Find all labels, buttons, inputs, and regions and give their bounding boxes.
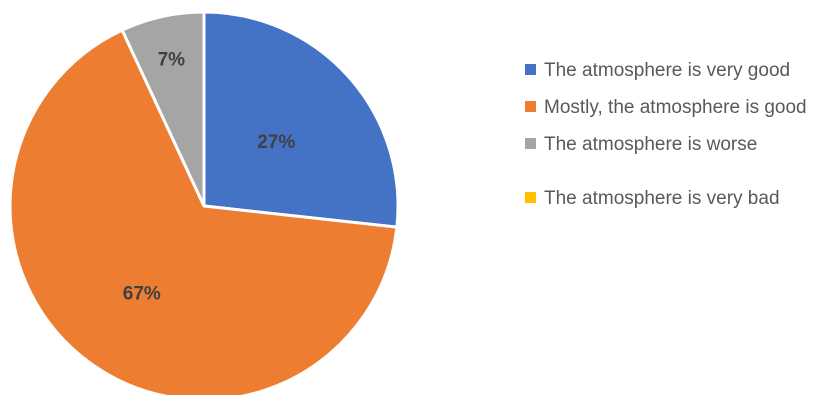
legend-swatch-worse [525, 138, 536, 149]
legend-item-mostly-good: Mostly, the atmosphere is good [525, 95, 825, 121]
chart-legend: The atmosphere is very good Mostly, the … [525, 58, 825, 223]
legend-item-very-bad: The atmosphere is very bad [525, 186, 825, 212]
legend-label-very-bad: The atmosphere is very bad [544, 188, 780, 209]
legend-swatch-mostly-good [525, 101, 536, 112]
legend-swatch-very-bad [525, 192, 536, 203]
legend-item-worse: The atmosphere is worse [525, 132, 825, 158]
pie-slice-very-good [202, 10, 400, 229]
legend-item-very-good: The atmosphere is very good [525, 58, 825, 84]
pie-slice-mostly-good [8, 28, 399, 395]
pie-slice-worse [120, 10, 206, 208]
data-label-mostly-good: 67% [123, 284, 161, 305]
legend-label-very-good: The atmosphere is very good [544, 60, 791, 81]
legend-swatch-very-good [525, 64, 536, 75]
data-label-worse: 7% [158, 49, 186, 70]
legend-label-worse: The atmosphere is worse [544, 134, 758, 155]
data-label-very-good: 27% [257, 132, 295, 153]
legend-label-mostly-good: Mostly, the atmosphere is good [544, 97, 807, 118]
